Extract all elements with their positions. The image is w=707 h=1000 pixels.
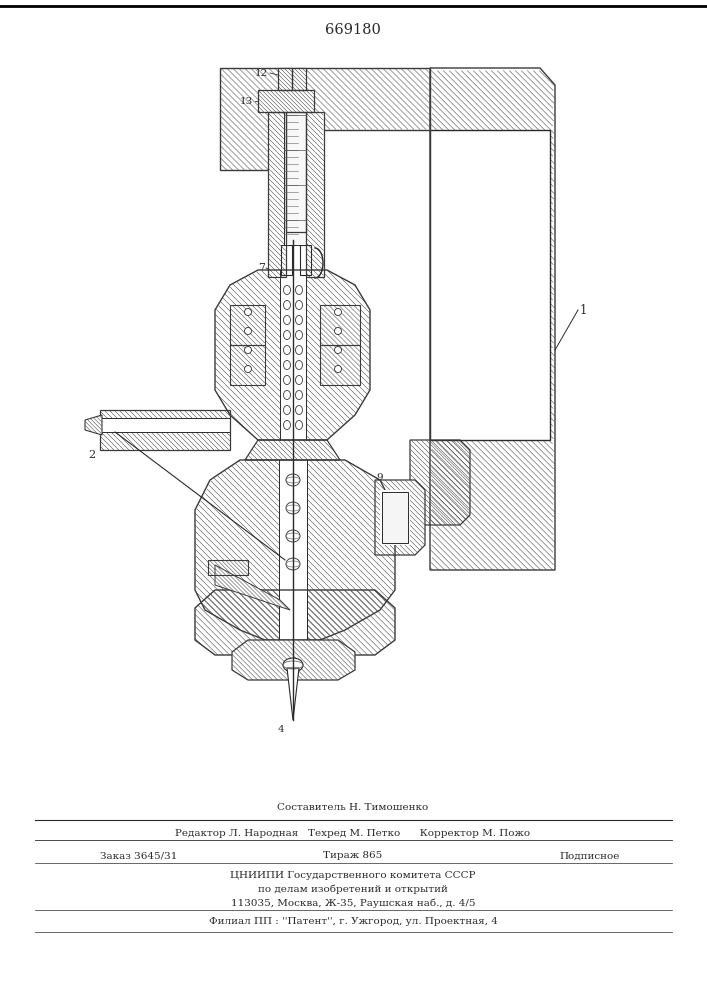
Bar (382, 492, 408, 543)
Polygon shape (215, 270, 370, 440)
Polygon shape (410, 440, 470, 525)
Ellipse shape (284, 406, 291, 414)
Ellipse shape (284, 316, 291, 324)
Text: Редактор Л. Народная   Техред М. Петко      Корректор М. Пожо: Редактор Л. Народная Техред М. Петко Кор… (175, 828, 530, 838)
Ellipse shape (296, 420, 303, 430)
Ellipse shape (284, 346, 291, 355)
Ellipse shape (296, 300, 303, 310)
Text: 113035, Москва, Ж-35, Раушская наб., д. 4/5: 113035, Москва, Ж-35, Раушская наб., д. … (230, 898, 475, 908)
Polygon shape (278, 68, 292, 90)
Text: по делам изобретений и открытий: по делам изобретений и открытий (258, 884, 448, 894)
Ellipse shape (334, 347, 341, 354)
Ellipse shape (296, 346, 303, 355)
Polygon shape (195, 590, 395, 655)
Text: Филиал ПП : ''Патент'', г. Ужгород, ул. Проектная, 4: Филиал ПП : ''Патент'', г. Ужгород, ул. … (209, 918, 498, 926)
Text: 1: 1 (580, 304, 588, 316)
Text: 7: 7 (258, 263, 265, 273)
Text: 3: 3 (341, 641, 349, 650)
Text: 12: 12 (255, 68, 268, 78)
Ellipse shape (245, 347, 252, 354)
Ellipse shape (286, 558, 300, 570)
Ellipse shape (286, 530, 300, 542)
Bar (430, 130, 550, 440)
Polygon shape (375, 480, 425, 555)
Polygon shape (287, 668, 299, 720)
Text: 5: 5 (201, 570, 209, 580)
Polygon shape (100, 410, 230, 450)
Text: Подписное: Подписное (560, 852, 620, 860)
Polygon shape (286, 112, 306, 232)
Ellipse shape (284, 390, 291, 399)
Polygon shape (232, 640, 355, 680)
Text: 6: 6 (337, 556, 344, 564)
Ellipse shape (296, 316, 303, 324)
Polygon shape (258, 90, 314, 112)
Ellipse shape (284, 300, 291, 310)
Bar (380, 490, 410, 545)
Polygon shape (215, 565, 290, 610)
Polygon shape (320, 305, 360, 345)
Ellipse shape (296, 286, 303, 294)
Text: 669180: 669180 (325, 23, 381, 37)
Polygon shape (292, 68, 306, 90)
Polygon shape (85, 415, 102, 435)
Polygon shape (306, 112, 324, 277)
Ellipse shape (245, 328, 252, 334)
Polygon shape (195, 460, 395, 640)
Bar (279, 460, 307, 640)
Ellipse shape (296, 360, 303, 369)
Polygon shape (430, 68, 555, 570)
Ellipse shape (284, 375, 291, 384)
Text: ЦНИИПИ Государственного комитета СССР: ЦНИИПИ Государственного комитета СССР (230, 871, 476, 880)
Text: 10: 10 (243, 656, 257, 664)
Ellipse shape (284, 286, 291, 294)
Polygon shape (320, 345, 360, 385)
Text: Составитель Н. Тимошенко: Составитель Н. Тимошенко (277, 802, 428, 812)
Ellipse shape (284, 330, 291, 340)
Ellipse shape (296, 390, 303, 399)
Ellipse shape (296, 406, 303, 414)
Text: 8: 8 (201, 558, 209, 566)
Bar (300, 245, 311, 275)
Polygon shape (208, 560, 248, 575)
Ellipse shape (286, 502, 300, 514)
Polygon shape (220, 68, 430, 170)
Ellipse shape (296, 375, 303, 384)
Text: 14: 14 (241, 641, 255, 650)
Text: 4: 4 (278, 726, 284, 734)
Text: 9: 9 (377, 473, 383, 482)
Bar (284, 90, 306, 245)
Bar (280, 270, 306, 440)
Ellipse shape (284, 420, 291, 430)
Ellipse shape (334, 328, 341, 334)
Text: 15: 15 (334, 568, 346, 576)
Text: 2: 2 (88, 450, 95, 460)
Bar (281, 245, 292, 275)
Polygon shape (245, 440, 340, 460)
Text: Тираж 865: Тираж 865 (323, 852, 382, 860)
Bar (100, 418, 230, 432)
Ellipse shape (283, 658, 303, 672)
Text: Заказ 3645/31: Заказ 3645/31 (100, 852, 177, 860)
Polygon shape (230, 345, 265, 385)
Polygon shape (230, 305, 265, 345)
Text: 11: 11 (341, 656, 355, 664)
Ellipse shape (334, 308, 341, 316)
Ellipse shape (334, 365, 341, 372)
Text: 13: 13 (240, 97, 253, 105)
Ellipse shape (286, 474, 300, 486)
Ellipse shape (245, 365, 252, 372)
Bar (279, 590, 307, 655)
Ellipse shape (284, 360, 291, 369)
Ellipse shape (296, 330, 303, 340)
Ellipse shape (245, 308, 252, 316)
Polygon shape (268, 112, 286, 277)
